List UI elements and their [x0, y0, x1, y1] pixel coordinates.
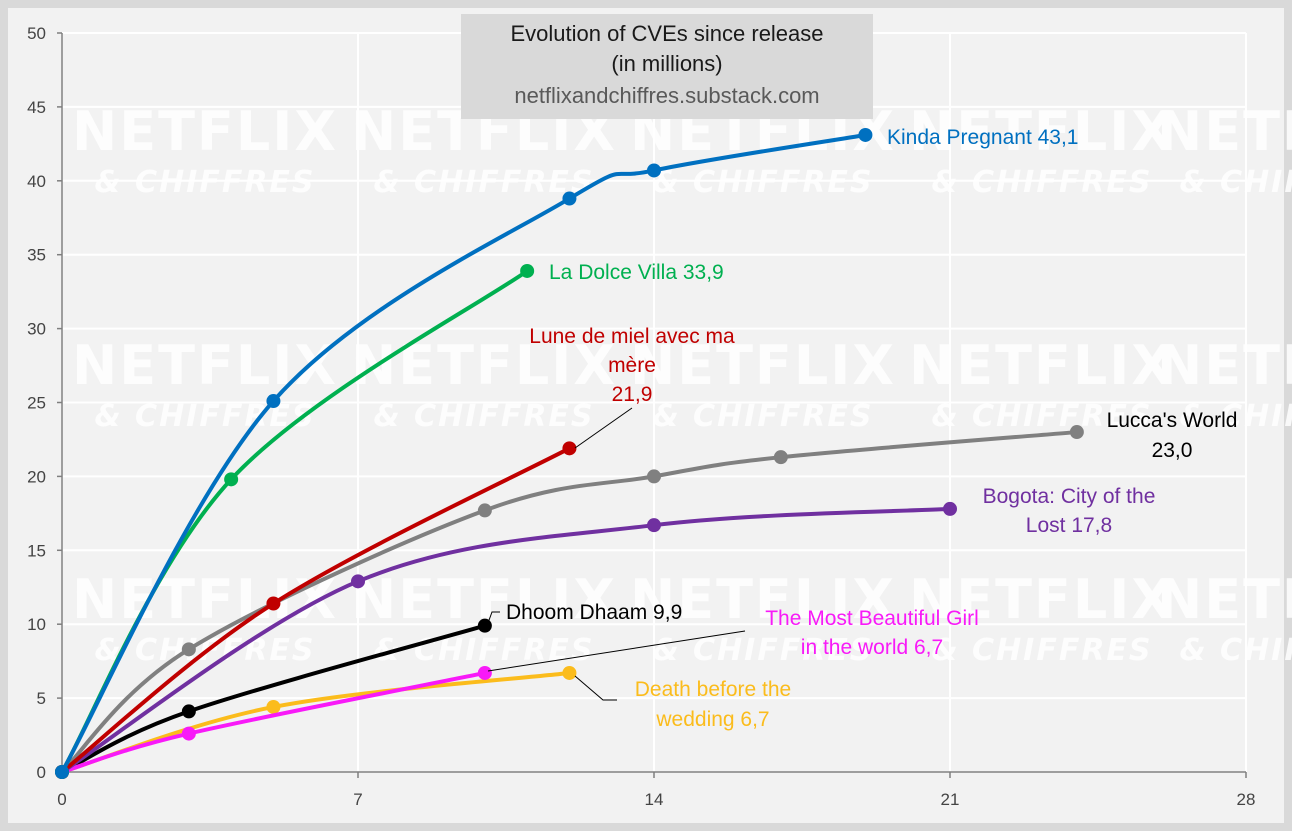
watermark-chiffres: & CHIFFRES: [931, 399, 1152, 434]
leader-line-beautiful: [487, 630, 746, 672]
data-point-beautiful: [477, 665, 492, 680]
series-bogota: [55, 501, 957, 779]
data-point-lucca: [477, 503, 492, 518]
watermark-netflix: NETFLIX: [72, 334, 338, 397]
y-tick-label: 50: [27, 24, 46, 43]
watermark-netflix: NETFLIX: [630, 568, 896, 631]
y-tick-label: 0: [37, 763, 46, 782]
data-point-lucca: [1069, 425, 1084, 440]
y-tick-label: 40: [27, 172, 46, 191]
annotation-layer: Kinda Pregnant 43,1 La Dolce Villa 33,9 Lu…: [487, 126, 1238, 731]
x-tick-label: 7: [353, 790, 362, 809]
leader-line-death: [574, 675, 617, 701]
y-tick-label: 35: [27, 246, 46, 265]
series-layer: [55, 127, 1084, 779]
data-point-lune: [562, 441, 577, 456]
data-point-bogota: [943, 501, 957, 516]
series-label-beautiful: The Most Beautiful Girl in the world 6,7: [765, 607, 979, 659]
series-line-kinda: [60, 132, 868, 774]
watermark-netflix: NETFLIX: [72, 100, 338, 163]
series-line-lucca: [60, 430, 1079, 774]
series-label-lucca: Lucca's World 23,0: [1107, 409, 1238, 462]
series-label-dolce: La Dolce Villa 33,9: [549, 261, 724, 284]
series-label-lune: Lune de miel avec ma mère 21,9: [529, 325, 735, 406]
data-point-bogota: [351, 574, 365, 589]
watermark-netflix: NETFLIX: [1157, 334, 1292, 397]
y-tick-label: 25: [27, 394, 46, 413]
series-label-dhoom: Dhoom Dhaam 9,9: [506, 601, 682, 624]
data-point-lune: [266, 596, 281, 611]
chart-title: Evolution of CVEs since release: [510, 21, 823, 46]
title-box-background: [461, 14, 873, 119]
series-label-death: Death before the wedding 6,7: [635, 678, 791, 731]
series-line-bogota: [60, 506, 952, 774]
data-point-kinda: [55, 765, 69, 779]
chart-source: netflixandchiffres.substack.com: [514, 83, 819, 108]
title-box: Evolution of CVEs since release (in mill…: [461, 14, 873, 119]
chart-subtitle: (in millions): [611, 51, 722, 76]
data-point-death: [562, 665, 577, 680]
y-tick-label: 45: [27, 98, 46, 117]
x-tick-label: 14: [645, 790, 664, 809]
watermark-chiffres: & CHIFFRES: [373, 399, 594, 434]
y-tick-label: 10: [27, 615, 46, 634]
watermark-chiffres: & CHIFFRES: [652, 633, 873, 668]
watermark-chiffres: & CHIFFRES: [652, 165, 873, 200]
series-label-bogota: Bogota: City of the Lost 17,8: [983, 485, 1156, 537]
chart-background: [8, 8, 1284, 823]
watermark-netflix: NETFLIX: [630, 334, 896, 397]
series-line-beautiful: [60, 670, 487, 774]
data-point-kinda: [647, 163, 661, 178]
axis-layer: 0 5 10 15 20 25 30 35 40 45 50 0 7 14 21 28: [27, 24, 1255, 809]
watermark-chiffres: & CHIFFRES: [931, 165, 1152, 200]
y-tick-label: 5: [37, 689, 46, 708]
watermark-chiffres: & CHIFFRES: [373, 165, 594, 200]
leader-line-lune: [574, 407, 633, 449]
series-line-dhoom: [60, 623, 487, 774]
data-point-lucca: [773, 450, 788, 465]
data-point-lucca: [647, 469, 661, 484]
watermark-chiffres: & CHIFFRES: [1179, 165, 1292, 200]
data-point-death: [266, 699, 281, 714]
watermark-netflix: NETFLIX: [909, 334, 1175, 397]
watermark-chiffres: & CHIFFRES: [1179, 399, 1292, 434]
data-point-lucca: [181, 642, 196, 657]
y-tick-label: 20: [27, 467, 46, 486]
watermark-netflix: NETFLIX: [1157, 568, 1292, 631]
watermark-chiffres: & CHIFFRES: [94, 399, 315, 434]
watermark-netflix: NETFLIX: [72, 568, 338, 631]
data-point-dolce: [520, 263, 535, 278]
series-label-kinda: Kinda Pregnant 43,1: [887, 126, 1078, 149]
watermark-chiffres: & CHIFFRES: [373, 633, 594, 668]
data-point-beautiful: [181, 726, 196, 741]
data-point-kinda: [266, 394, 281, 409]
data-point-kinda: [858, 127, 873, 142]
watermark-netflix: NETFLIX: [351, 334, 617, 397]
data-point-bogota: [647, 518, 661, 533]
x-tick-label: 21: [941, 790, 960, 809]
series-kinda: [55, 127, 873, 779]
data-point-dhoom: [477, 618, 492, 633]
x-tick-label: 28: [1237, 790, 1256, 809]
watermark-chiffres: & CHIFFRES: [652, 399, 873, 434]
watermark-netflix: NETFLIX: [909, 568, 1175, 631]
watermark-netflix: NETFLIX: [909, 100, 1175, 163]
leader-line-dhoom: [487, 611, 500, 624]
watermark-netflix: NETFLIX: [1157, 100, 1292, 163]
watermark-chiffres: & CHIFFRES: [94, 165, 315, 200]
data-point-kinda: [562, 191, 577, 206]
series-lucca: [55, 425, 1084, 779]
data-point-dhoom: [181, 704, 196, 719]
y-tick-label: 15: [27, 541, 46, 560]
data-point-dolce: [224, 472, 239, 487]
y-tick-label: 30: [27, 320, 46, 339]
watermark-chiffres: & CHIFFRES: [931, 633, 1152, 668]
series-lune: [55, 441, 577, 779]
watermark-chiffres: & CHIFFRES: [1179, 633, 1292, 668]
x-tick-label: 0: [57, 790, 66, 809]
